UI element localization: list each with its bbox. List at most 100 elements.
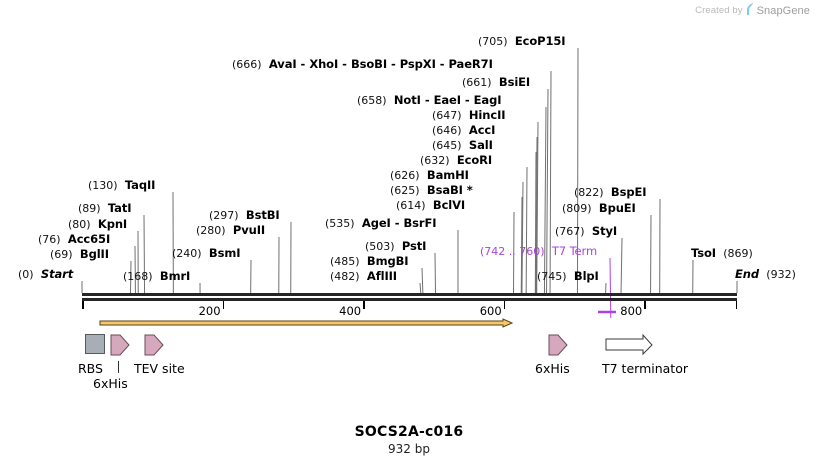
- glyph-6xhis-right-label: 6xHis: [535, 361, 570, 376]
- site-position: (658): [357, 94, 387, 107]
- site-label-bpuei: (809) BpuEI: [562, 202, 636, 215]
- site-label-tsoi: TsoI (869): [691, 247, 753, 260]
- glyph-rbs-shape: [85, 334, 105, 354]
- feature-range: (742 .. 760): [480, 245, 545, 258]
- enzyme-name: Acc65I: [67, 232, 111, 246]
- site-position: (614): [396, 199, 426, 212]
- site-position: (626): [390, 169, 420, 182]
- site-label-ecop15i: (705) EcoP15I: [478, 35, 566, 48]
- site-leader-line: [525, 166, 528, 294]
- enzyme-name: SalI: [468, 138, 493, 152]
- glyph-tev-site[interactable]: [144, 334, 164, 360]
- orf-arrow: [99, 318, 514, 328]
- site-label-bsabi: (625) BsaBI *: [390, 184, 473, 197]
- site-leader-line: [419, 282, 422, 294]
- glyph-6xhis-left[interactable]: [110, 334, 130, 360]
- site-label-sali: (645) SalI: [432, 139, 493, 152]
- enzyme-name: EagI: [473, 93, 502, 107]
- site-position: (666): [232, 58, 262, 71]
- enzyme-name: Start: [40, 267, 74, 281]
- site-position: (240): [172, 247, 202, 260]
- enzyme-name: XhoI: [309, 57, 339, 71]
- glyph-t7-terminator-shape: [605, 333, 653, 356]
- glyph-6xhis-right[interactable]: [548, 334, 568, 360]
- enzyme-name: TsoI: [691, 246, 716, 260]
- ruler-tick: [222, 301, 225, 309]
- site-label-noti-group: (658) NotI - EaeI - EagI: [357, 93, 502, 107]
- site-leader-line: [434, 252, 437, 294]
- site-leader-line: [520, 196, 523, 294]
- strand-top: [82, 293, 737, 296]
- enzyme-name: StyI: [591, 224, 618, 238]
- site-label-bstbi: (297) BstBI: [209, 209, 280, 222]
- site-label-bsmi: (240) BsmI: [172, 247, 240, 260]
- site-leader-line: [129, 260, 132, 294]
- site-position: (76): [38, 233, 61, 246]
- enzyme-name: TatI: [107, 201, 132, 215]
- enzyme-name: NotI: [393, 93, 421, 107]
- site-position: (280): [196, 224, 226, 237]
- site-label-pvuii: (280) PvuII: [196, 224, 265, 237]
- site-label-bglii: (69) BglII: [50, 248, 109, 261]
- site-leader-line: [543, 106, 547, 294]
- enzyme-name: EcoRI: [456, 153, 493, 167]
- watermark-prefix: Created by: [695, 5, 743, 16]
- glyph-rbs[interactable]: [85, 334, 105, 354]
- enzyme-separator: -: [387, 57, 400, 71]
- enzyme-name: BpuEI: [598, 201, 636, 215]
- enzyme-name: BmrI: [159, 269, 191, 283]
- enzyme-separator: -: [420, 93, 434, 107]
- enzyme-name: EaeI: [433, 93, 461, 107]
- feature-name: T7 Term: [551, 244, 598, 258]
- site-position: (646): [432, 124, 462, 137]
- site-position: (661): [462, 76, 492, 89]
- glyph-t7-terminator[interactable]: [605, 333, 653, 360]
- site-position: (705): [478, 35, 508, 48]
- enzyme-separator: -: [338, 57, 351, 71]
- site-leader-line: [534, 151, 537, 294]
- enzyme-name: PvuII: [232, 223, 266, 237]
- site-position: (130): [88, 179, 118, 192]
- snapgene-leaf-icon: [746, 3, 754, 18]
- site-label-bmgbi: (485) BmgBI: [330, 254, 409, 268]
- site-position: (625): [390, 184, 420, 197]
- site-label-acci: (646) AccI: [432, 124, 495, 137]
- site-position: (645): [432, 139, 462, 152]
- ruler-label: 600: [479, 304, 502, 318]
- glyph-rbs-label: RBS: [78, 361, 103, 376]
- site-position: (809): [562, 202, 592, 215]
- site-position: (503): [365, 240, 395, 253]
- site-label-bspei: (822) BspEI: [574, 186, 646, 199]
- ruler-label: 400: [339, 304, 362, 318]
- enzyme-name: BstBI: [245, 208, 280, 222]
- enzyme-name: KpnI: [97, 217, 128, 231]
- glyph-6xhis-left-tick: [118, 361, 119, 373]
- glyph-6xhis-left-label: 6xHis: [93, 376, 128, 391]
- site-leader-line: [535, 136, 538, 294]
- site-label-avai-group: (666) AvaI - XhoI - BsoBI - PspXI - PaeR…: [232, 58, 493, 71]
- site-position: (932): [766, 268, 796, 281]
- site-position: (0): [18, 268, 34, 281]
- sequence-ruler: 200 400 600 800: [0, 301, 818, 321]
- ruler-tick: [363, 301, 365, 309]
- enzyme-name: AccI: [468, 123, 496, 137]
- site-leader-line: [576, 47, 579, 294]
- enzyme-name: BsoBI: [350, 57, 388, 71]
- enzyme-name: AvaI: [268, 57, 297, 71]
- site-position: (869): [723, 247, 753, 260]
- site-label-styi: (767) StyI: [555, 225, 617, 238]
- enzyme-name: AflIII: [366, 269, 397, 283]
- enzyme-name: End: [735, 267, 759, 281]
- enzyme-name: BmgBI: [366, 254, 409, 268]
- enzyme-name: BamHI: [426, 168, 469, 182]
- enzyme-name: BsiEI: [498, 75, 531, 89]
- feature-glyph-row: RBS 6xHis TEV site 6xHis T7 terminator: [0, 330, 818, 391]
- enzyme-name: AgeI: [361, 216, 391, 230]
- site-label-bsiei: (661) BsiEI: [462, 76, 530, 89]
- enzyme-separator: -: [296, 57, 310, 71]
- ruler-tick: [644, 301, 646, 309]
- site-leader-line: [609, 257, 612, 319]
